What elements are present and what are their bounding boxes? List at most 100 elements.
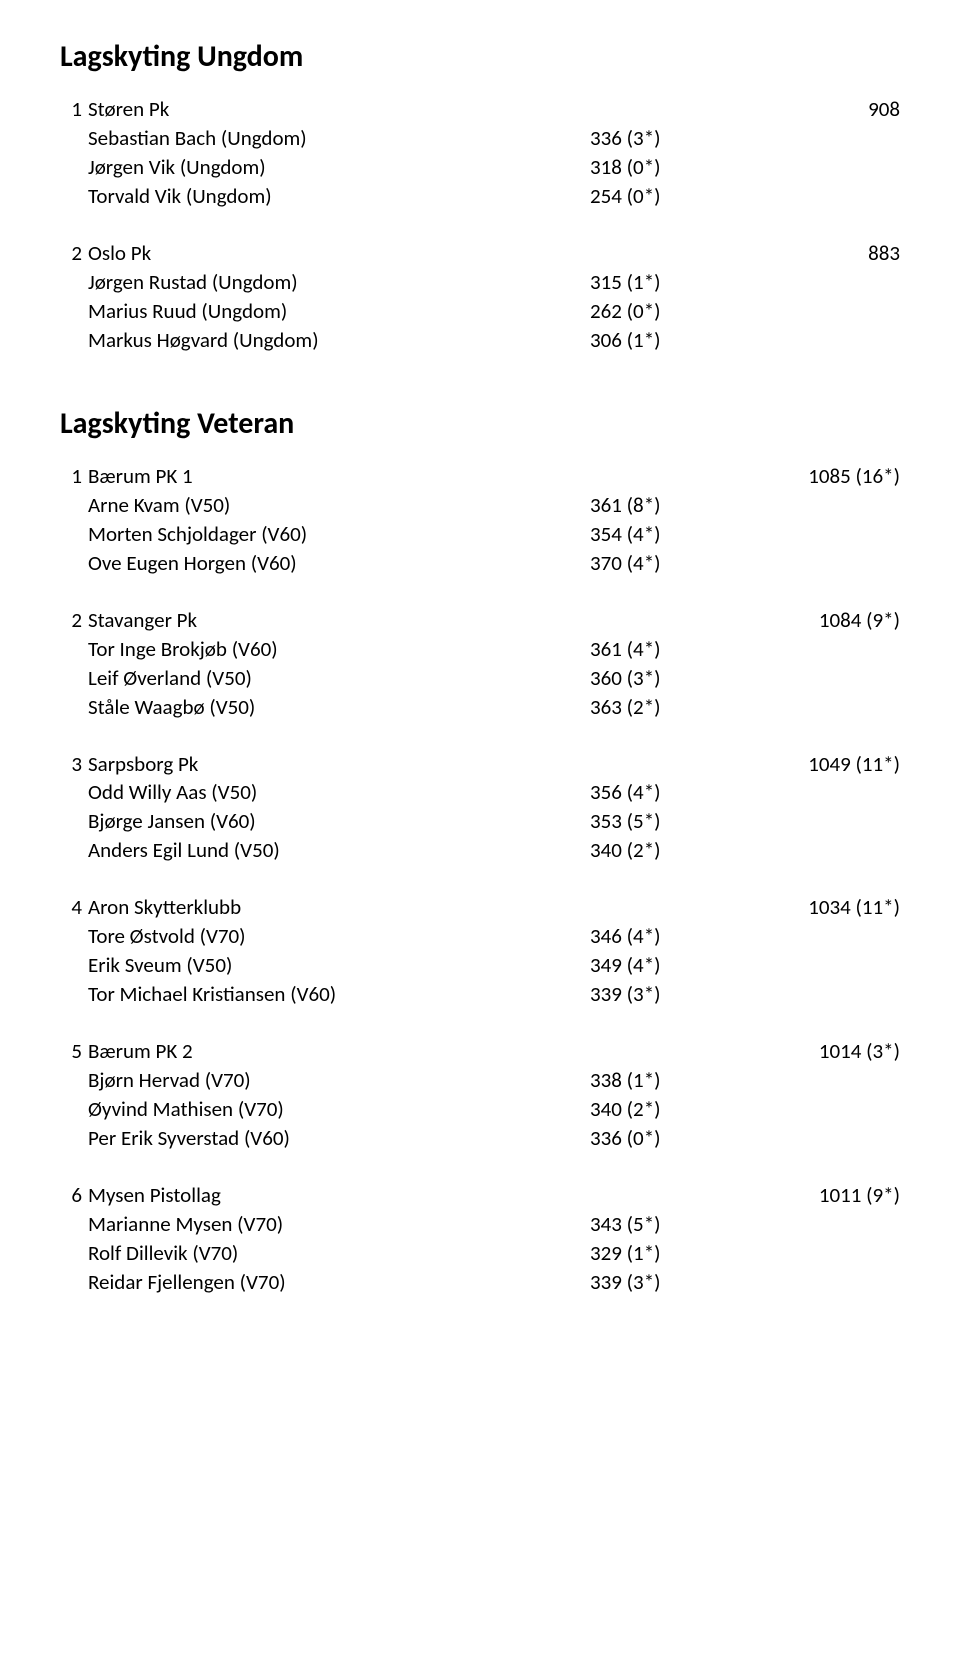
team-group: 2Oslo Pk883Jørgen Rustad (Ungdom)315 (1*…: [60, 239, 900, 355]
spacer: [60, 1268, 88, 1297]
spacer: [770, 980, 900, 1009]
member-name: Tor Michael Kristiansen (V60): [88, 980, 590, 1009]
member-name: Jørgen Vik (Ungdom): [88, 153, 590, 182]
results-document: Lagskyting Ungdom 1Støren Pk908Sebastian …: [60, 38, 900, 1297]
team-rank: 1: [60, 462, 88, 491]
member-name: Rolf Dillevik (V70): [88, 1239, 590, 1268]
spacer: [590, 1181, 770, 1210]
spacer: [590, 893, 770, 922]
spacer: [60, 922, 88, 951]
member-row: Morten Schjoldager (V60)354 (4*): [60, 520, 900, 549]
spacer: [60, 520, 88, 549]
spacer: [770, 1066, 900, 1095]
section-heading: Lagskyting Veteran: [60, 405, 900, 442]
member-score: 339 (3*): [590, 1268, 770, 1297]
member-score: 354 (4*): [590, 520, 770, 549]
member-score: 353 (5*): [590, 807, 770, 836]
member-score: 336 (3*): [590, 124, 770, 153]
member-name: Ove Eugen Horgen (V60): [88, 549, 590, 578]
member-name: Sebastian Bach (Ungdom): [88, 124, 590, 153]
spacer: [60, 693, 88, 722]
spacer: [60, 326, 88, 355]
member-row: Sebastian Bach (Ungdom)336 (3*): [60, 124, 900, 153]
team-row: 4Aron Skytterklubb1034 (11*): [60, 893, 900, 922]
spacer: [60, 268, 88, 297]
member-name: Øyvind Mathisen (V70): [88, 1095, 590, 1124]
member-row: Odd Willy Aas (V50)356 (4*): [60, 778, 900, 807]
member-score: 343 (5*): [590, 1210, 770, 1239]
spacer: [770, 1210, 900, 1239]
spacer: [770, 297, 900, 326]
member-row: Markus Høgvard (Ungdom)306 (1*): [60, 326, 900, 355]
member-name: Markus Høgvard (Ungdom): [88, 326, 590, 355]
team-group: 1Bærum PK 11085 (16*)Arne Kvam (V50)361 …: [60, 462, 900, 578]
spacer: [590, 606, 770, 635]
spacer: [770, 1268, 900, 1297]
spacer: [770, 778, 900, 807]
team-row: 1Støren Pk908: [60, 95, 900, 124]
spacer: [770, 326, 900, 355]
spacer: [60, 297, 88, 326]
team-group: 2Stavanger Pk1084 (9*)Tor Inge Brokjøb (…: [60, 606, 900, 722]
spacer: [770, 807, 900, 836]
spacer: [770, 1095, 900, 1124]
spacer: [590, 1037, 770, 1066]
member-score: 254 (0*): [590, 182, 770, 211]
member-score: 346 (4*): [590, 922, 770, 951]
team-name: Stavanger Pk: [88, 606, 590, 635]
spacer: [60, 664, 88, 693]
member-score: 340 (2*): [590, 836, 770, 865]
member-row: Erik Sveum (V50)349 (4*): [60, 951, 900, 980]
section-heading: Lagskyting Ungdom: [60, 38, 900, 75]
member-row: Anders Egil Lund (V50)340 (2*): [60, 836, 900, 865]
member-score: 336 (0*): [590, 1124, 770, 1153]
member-row: Arne Kvam (V50)361 (8*): [60, 491, 900, 520]
team-rank: 2: [60, 239, 88, 268]
spacer: [770, 549, 900, 578]
member-row: Torvald Vik (Ungdom)254 (0*): [60, 182, 900, 211]
spacer: [770, 491, 900, 520]
team-row: 3Sarpsborg Pk1049 (11*): [60, 750, 900, 779]
team-rank: 2: [60, 606, 88, 635]
spacer: [60, 153, 88, 182]
member-name: Bjørge Jansen (V60): [88, 807, 590, 836]
spacer: [770, 693, 900, 722]
member-name: Reidar Fjellengen (V70): [88, 1268, 590, 1297]
spacer: [770, 124, 900, 153]
member-score: 363 (2*): [590, 693, 770, 722]
member-name: Arne Kvam (V50): [88, 491, 590, 520]
spacer: [60, 836, 88, 865]
spacer: [60, 491, 88, 520]
member-name: Torvald Vik (Ungdom): [88, 182, 590, 211]
spacer: [60, 951, 88, 980]
member-row: Tor Michael Kristiansen (V60)339 (3*): [60, 980, 900, 1009]
member-score: 361 (8*): [590, 491, 770, 520]
spacer: [60, 1210, 88, 1239]
spacer: [770, 1124, 900, 1153]
member-row: Jørgen Rustad (Ungdom)315 (1*): [60, 268, 900, 297]
member-score: 339 (3*): [590, 980, 770, 1009]
member-score: 356 (4*): [590, 778, 770, 807]
spacer: [770, 520, 900, 549]
team-name: Bærum PK 2: [88, 1037, 590, 1066]
team-row: 2Oslo Pk883: [60, 239, 900, 268]
member-name: Odd Willy Aas (V50): [88, 778, 590, 807]
team-name: Sarpsborg Pk: [88, 750, 590, 779]
spacer: [60, 549, 88, 578]
team-total: 1011 (9*): [770, 1181, 900, 1210]
member-name: Tore Østvold (V70): [88, 922, 590, 951]
spacer: [60, 635, 88, 664]
spacer: [60, 1095, 88, 1124]
member-row: Tor Inge Brokjøb (V60)361 (4*): [60, 635, 900, 664]
member-row: Bjørge Jansen (V60)353 (5*): [60, 807, 900, 836]
member-score: 306 (1*): [590, 326, 770, 355]
member-row: Ståle Waagbø (V50)363 (2*): [60, 693, 900, 722]
member-row: Tore Østvold (V70)346 (4*): [60, 922, 900, 951]
spacer: [770, 664, 900, 693]
spacer: [60, 1066, 88, 1095]
team-group: 4Aron Skytterklubb1034 (11*)Tore Østvold…: [60, 893, 900, 1009]
team-rank: 1: [60, 95, 88, 124]
team-group: 6Mysen Pistollag1011 (9*)Marianne Mysen …: [60, 1181, 900, 1297]
member-name: Jørgen Rustad (Ungdom): [88, 268, 590, 297]
spacer: [590, 95, 770, 124]
